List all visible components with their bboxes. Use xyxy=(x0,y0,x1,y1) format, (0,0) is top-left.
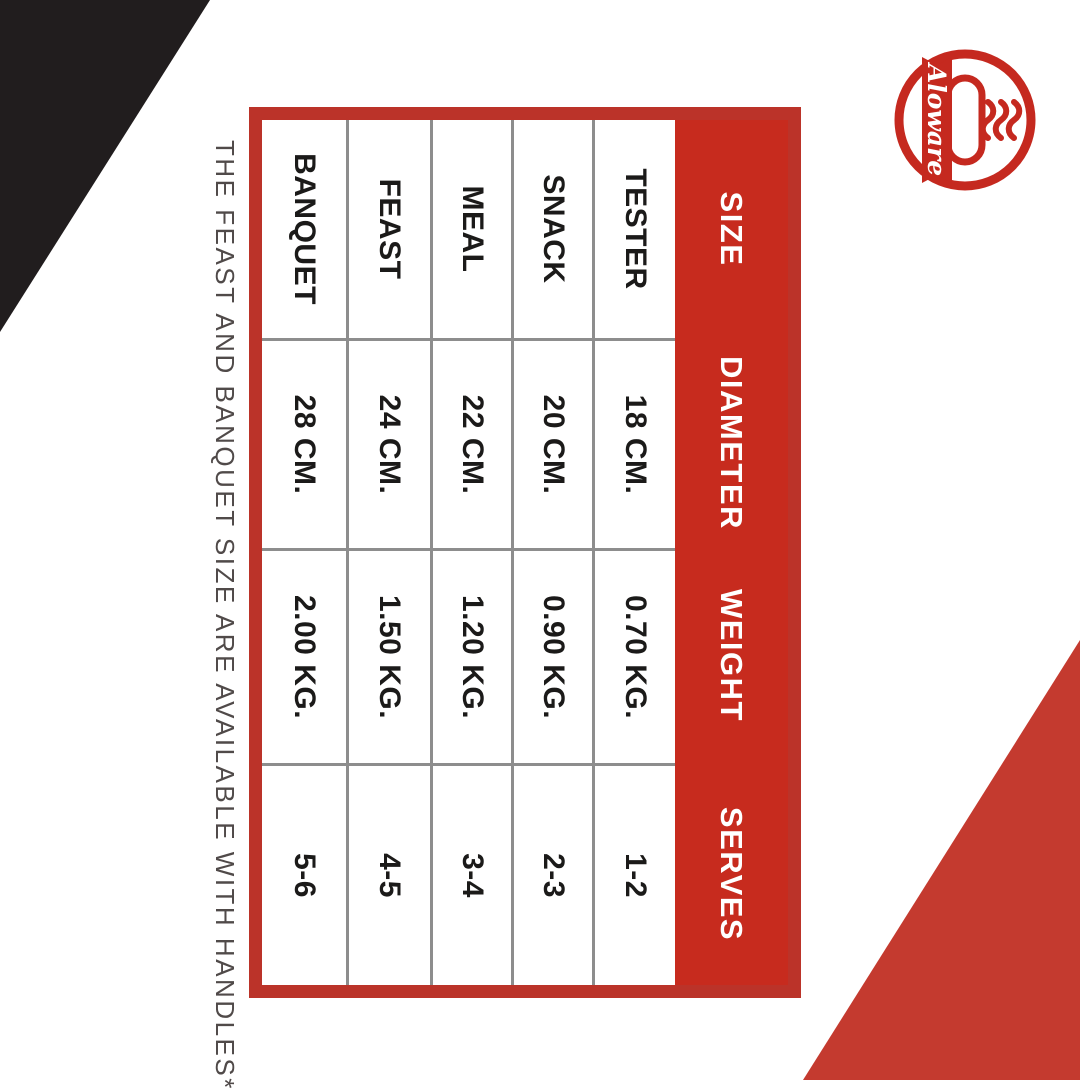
table-cell: 1.50 KG. xyxy=(349,551,430,763)
table-cell: 5-6 xyxy=(262,766,346,985)
table-cell: 4-5 xyxy=(349,766,430,985)
table-cell: BANQUET xyxy=(262,120,346,338)
table-cell: 2-3 xyxy=(514,766,592,985)
header-serves: SERVES xyxy=(714,806,750,942)
size-table: SIZE DIAMETER WEIGHT SERVES TESTER 18 CM… xyxy=(249,107,801,998)
table-cell: SNACK xyxy=(514,120,592,338)
table-cell: 2.00 KG. xyxy=(262,551,346,763)
table-cell: 1.20 KG. xyxy=(433,551,511,763)
table-cell: 18 CM. xyxy=(595,341,675,548)
logo-rotated-group: Aloware xyxy=(922,57,1023,183)
header-diameter: DIAMETER xyxy=(714,356,750,530)
aloware-logo: Aloware xyxy=(894,49,1036,191)
ribbon-banner xyxy=(922,57,952,183)
table-cell: 20 CM. xyxy=(514,341,592,548)
table-cell: FEAST xyxy=(349,120,430,338)
table-cell: 28 CM. xyxy=(262,341,346,548)
header-size: SIZE xyxy=(714,191,750,267)
table-cell: 0.90 KG. xyxy=(514,551,592,763)
table-cell: 3-4 xyxy=(433,766,511,985)
table-cell: 1-2 xyxy=(595,766,675,985)
table-body: TESTER 18 CM. 0.70 KG. 1-2 SNACK 20 CM. … xyxy=(262,120,675,985)
header-weight: WEIGHT xyxy=(714,589,750,722)
black-corner-triangle xyxy=(0,0,210,332)
rotated-size-chart: SIZE DIAMETER WEIGHT SERVES TESTER 18 CM… xyxy=(189,107,801,1091)
table-header-row: SIZE DIAMETER WEIGHT SERVES xyxy=(675,120,788,985)
brand-name: Aloware xyxy=(922,62,951,176)
red-corner-triangle xyxy=(803,640,1080,1080)
table-cell: 22 CM. xyxy=(433,341,511,548)
handles-footnote: THE FEAST AND BANQUET SIZE ARE AVAILABLE… xyxy=(210,140,240,1091)
table-cell: TESTER xyxy=(595,120,675,338)
table-cell: 24 CM. xyxy=(349,341,430,548)
table-cell: MEAL xyxy=(433,120,511,338)
table-cell: 0.70 KG. xyxy=(595,551,675,763)
